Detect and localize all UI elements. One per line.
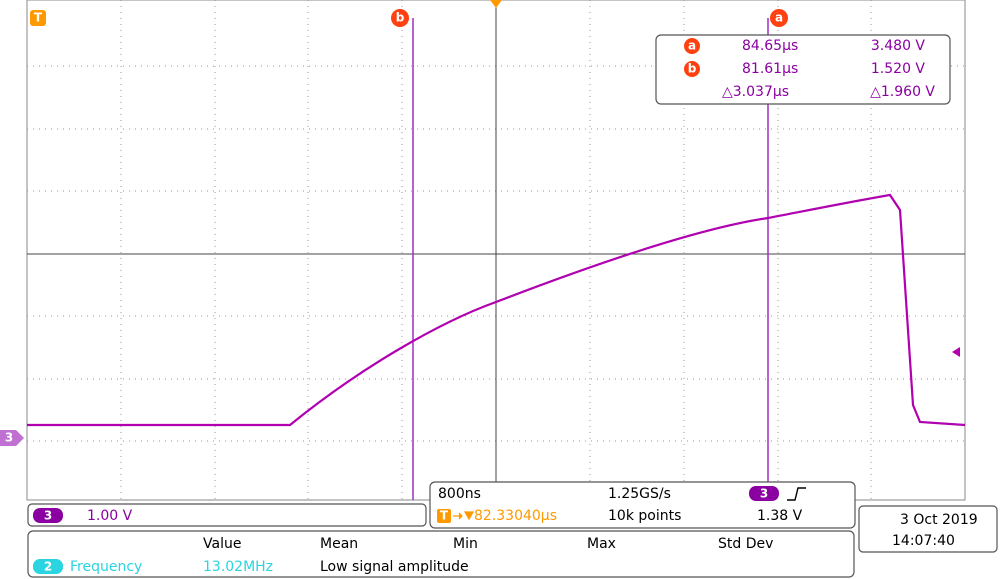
cursor-readout [655,34,951,105]
record-length: 10k points [608,508,681,524]
header-min: Min [453,536,478,552]
channel-scale: 1.00 V [87,508,133,524]
trigger-marker-label: T [34,11,43,25]
timebase-box [429,481,856,529]
cursor-b-label: b [396,11,405,25]
meas-name: Frequency [70,559,142,575]
datetime-box [858,505,998,553]
readout-b: b [688,62,697,76]
channel-marker-label: 3 [5,431,13,445]
readout-a-time: 84.65µs [742,38,798,54]
waveform [27,193,966,427]
header-max: Max [587,536,616,552]
header-value: Value [203,536,241,552]
readout-a: a [688,39,696,53]
cursor-a-marker [770,9,788,27]
readout-b-time: 81.61µs [742,61,798,77]
measurement-box [27,530,855,578]
readout-b-volt: 1.520 V [871,61,926,77]
delta-volt: △1.960 V [870,84,935,100]
header-std: Std Dev [718,536,773,552]
trigger-marker [30,10,46,26]
sample-rate: 1.25GS/s [608,486,671,502]
meas-source: 2 [44,560,52,574]
channel-marker [0,430,24,446]
time-scale: 800ns [438,486,481,502]
channel-number: 3 [44,509,52,523]
grid [27,0,965,500]
trigger-position: 82.33040µs [474,508,557,524]
readout-a-volt: 3.480 V [871,38,926,54]
date: 3 Oct 2019 [900,512,978,528]
meas-note: Low signal amplitude [320,559,469,575]
trigger-pos-marker: T [440,509,449,523]
cursor-b-marker [391,9,409,27]
meas-value: 13.02MHz [203,559,273,575]
channel-box [27,503,427,527]
level-marker [952,347,960,357]
trigger-pos [490,0,502,8]
header-mean: Mean [320,536,358,552]
cursor-a-label: a [775,11,783,25]
delta-time: △3.037µs [722,84,789,100]
time: 14:07:40 [892,533,955,549]
trigger-slope [787,487,806,501]
trigger-channel: 3 [760,487,768,501]
trigger-level: 1.38 V [757,508,803,524]
